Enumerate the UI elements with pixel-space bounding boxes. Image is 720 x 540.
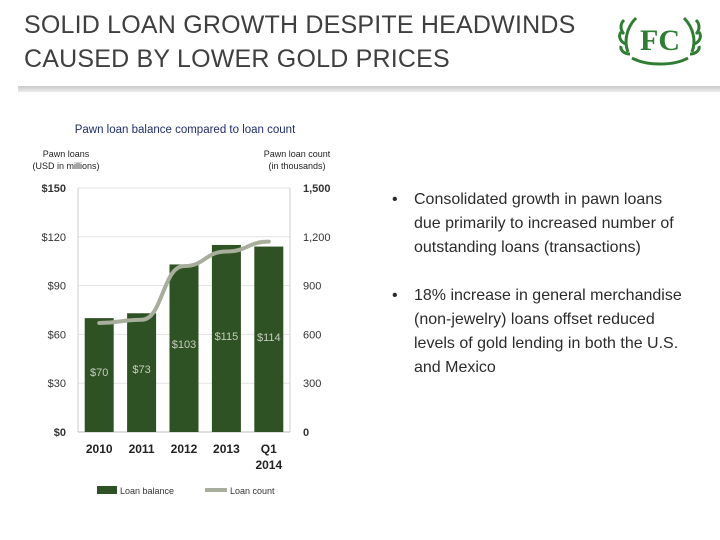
left-tick-label: $60 xyxy=(48,329,66,341)
bar-value-label: $103 xyxy=(172,339,196,351)
right-tick-label: 300 xyxy=(303,378,321,390)
right-tick-label: 1,200 xyxy=(303,232,331,244)
right-tick-label: 0 xyxy=(303,427,309,439)
left-tick-label: $150 xyxy=(42,183,66,195)
bullet-text: 18% increase in general merchandise (non… xyxy=(414,287,682,376)
left-tick-label: $0 xyxy=(54,427,66,439)
bar-value-label: $115 xyxy=(215,331,239,343)
legend-label-loan-count: Loan count xyxy=(230,486,275,496)
x-tick-label: 2010 xyxy=(86,442,113,456)
right-axis-label-line: (in thousands) xyxy=(268,161,325,171)
x-tick-label: Q1 xyxy=(261,442,277,456)
slide-title-line-2: CAUSED BY LOWER GOLD PRICES xyxy=(24,45,450,73)
bar-value-label: $114 xyxy=(257,332,281,344)
title-divider xyxy=(18,86,720,92)
bar-data-labels: $70 $73 $103 $115 $114 xyxy=(90,331,281,379)
bullet-item: • 18% increase in general merchandise (no… xyxy=(392,284,692,380)
left-axis-ticks: $0 $30 $60 $90 $120 $150 xyxy=(42,183,66,439)
left-tick-label: $90 xyxy=(48,281,66,293)
x-tick-label: 2012 xyxy=(171,442,198,456)
bar xyxy=(211,244,241,432)
chart-title: Pawn loan balance compared to loan count xyxy=(75,124,296,136)
right-axis-ticks: 0 300 600 900 1,200 1,500 xyxy=(303,183,331,439)
logo-monogram: FC xyxy=(640,24,680,57)
fc-leaf-logo-icon: FC xyxy=(618,16,702,66)
legend-swatch-loan-balance xyxy=(97,486,117,494)
x-tick-label: 2014 xyxy=(255,458,282,472)
right-axis-label-line: Pawn loan count xyxy=(264,149,331,159)
bar xyxy=(127,313,157,432)
x-axis-ticks: 2010 2011 2012 2013 Q1 2014 xyxy=(86,442,283,472)
bar xyxy=(254,246,284,432)
slide-title-line-1: SOLID LOAN GROWTH DESPITE HEADWINDS xyxy=(24,11,576,39)
x-tick-label: 2011 xyxy=(129,442,155,456)
left-axis-label-line: Pawn loans xyxy=(43,149,90,159)
logo-laurel xyxy=(618,16,702,66)
slide-title: SOLID LOAN GROWTH DESPITE HEADWINDS CAUS… xyxy=(24,8,614,76)
x-tick-label: 2013 xyxy=(213,442,240,456)
bullet-list: • Consolidated growth in pawn loans due p… xyxy=(392,188,692,404)
right-tick-label: 600 xyxy=(303,329,321,341)
bullet-text: Consolidated growth in pawn loans due pr… xyxy=(414,191,674,256)
left-axis-label-line: (USD in millions) xyxy=(32,161,99,171)
right-axis-label: Pawn loan count (in thousands) xyxy=(264,149,331,171)
left-tick-label: $30 xyxy=(48,378,66,390)
bullet-dot: • xyxy=(392,287,398,304)
bar-value-label: $70 xyxy=(90,367,108,379)
bar xyxy=(84,318,114,432)
pawn-loan-chart: Pawn loan balance compared to loan count… xyxy=(32,124,331,496)
legend-label-loan-balance: Loan balance xyxy=(120,486,174,496)
bar-series xyxy=(84,244,284,432)
loan-count-line xyxy=(97,239,271,326)
right-tick-label: 900 xyxy=(303,281,321,293)
right-tick-label: 1,500 xyxy=(303,183,331,195)
bar-value-label: $73 xyxy=(132,364,150,376)
chart-legend: Loan balance Loan count xyxy=(97,486,275,496)
line-series xyxy=(97,239,271,326)
bullet-dot: • xyxy=(392,191,398,208)
bar xyxy=(169,264,199,432)
left-tick-label: $120 xyxy=(42,232,66,244)
bullet-item: • Consolidated growth in pawn loans due p… xyxy=(392,188,692,260)
left-axis-label: Pawn loans (USD in millions) xyxy=(32,149,99,171)
